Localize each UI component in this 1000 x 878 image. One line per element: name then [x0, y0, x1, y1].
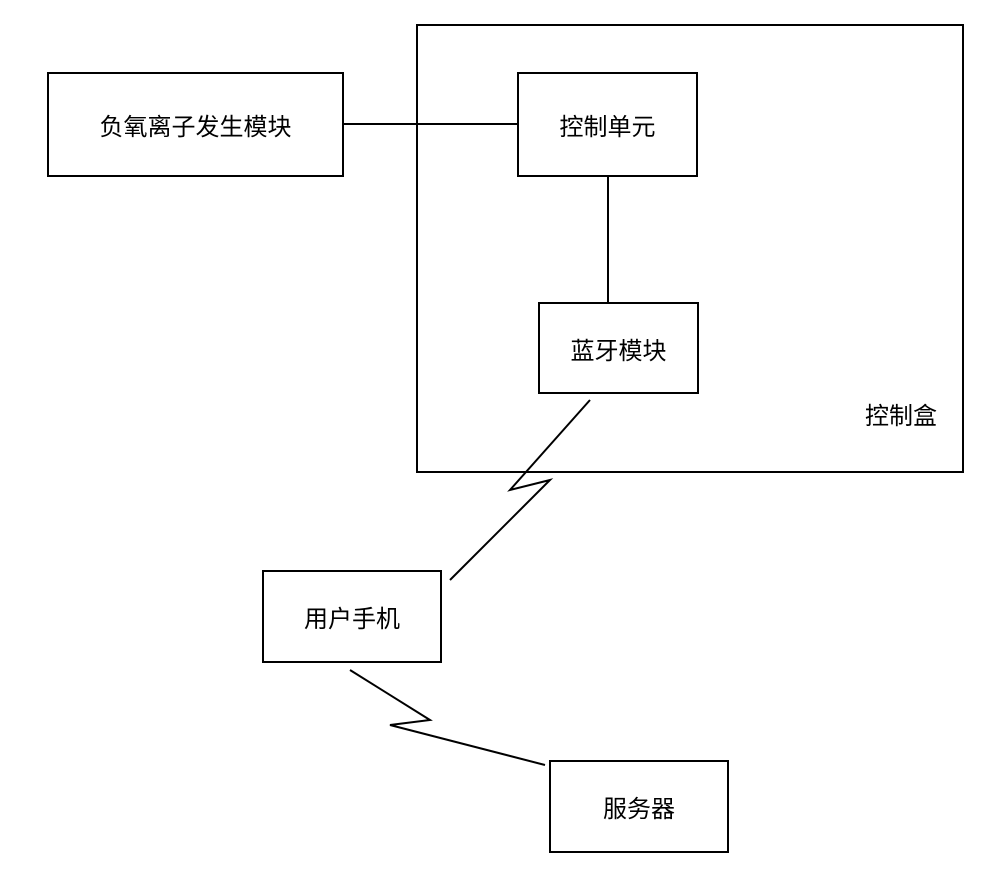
ion-module-box: 负氧离子发生模块: [47, 72, 344, 177]
control-unit-box: 控制单元: [517, 72, 698, 177]
bluetooth-label: 蓝牙模块: [571, 331, 667, 366]
user-phone-label: 用户手机: [304, 599, 400, 634]
server-label: 服务器: [603, 789, 675, 824]
bluetooth-box: 蓝牙模块: [538, 302, 699, 394]
edge-ion-to-control: [344, 123, 517, 125]
control-box-label: 控制盒: [865, 396, 937, 431]
edge-bluetooth-to-phone: [420, 390, 620, 590]
user-phone-box: 用户手机: [262, 570, 442, 663]
edge-phone-to-server: [330, 660, 560, 780]
edge-control-to-bluetooth: [607, 177, 609, 302]
ion-module-label: 负氧离子发生模块: [100, 107, 292, 142]
control-unit-label: 控制单元: [560, 107, 656, 142]
server-box: 服务器: [549, 760, 729, 853]
